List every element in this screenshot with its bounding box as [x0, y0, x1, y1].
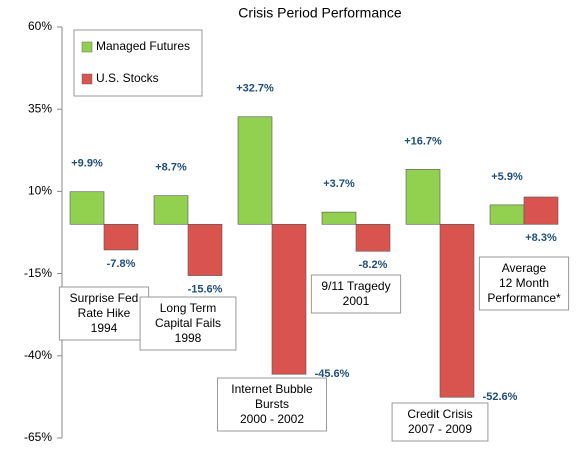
- bar: [187, 223, 223, 276]
- y-tick-label: -65%: [24, 430, 52, 444]
- bar: [271, 223, 307, 375]
- value-label: +5.9%: [491, 171, 523, 183]
- category-box: [391, 402, 489, 442]
- bar: [489, 204, 525, 225]
- category-label: 12 Month: [499, 276, 549, 290]
- category-label: 1998: [175, 331, 202, 345]
- value-label: -15.6%: [188, 283, 223, 295]
- y-tick-label: 35%: [28, 101, 52, 115]
- category-label: Average: [502, 261, 547, 275]
- y-tick-label: 10%: [28, 184, 52, 198]
- legend-label: Managed Futures: [96, 39, 190, 53]
- bar: [153, 195, 189, 225]
- value-label: +8.3%: [525, 232, 557, 244]
- value-label: -52.6%: [483, 391, 518, 403]
- category-label: 9/11 Tragedy: [321, 279, 390, 293]
- value-label: -7.8%: [107, 258, 136, 270]
- bar: [355, 223, 391, 252]
- bar: [237, 116, 273, 225]
- category-label: Credit Crisis: [407, 407, 472, 421]
- legend-swatch: [81, 73, 93, 85]
- bar: [439, 223, 475, 398]
- category-label: Capital Fails: [155, 316, 221, 330]
- category-label: Performance*: [487, 291, 561, 305]
- category-label: 1994: [91, 321, 118, 335]
- value-label: +3.7%: [323, 178, 355, 190]
- category-label: Long Term: [160, 301, 216, 315]
- category-label: Rate Hike: [78, 306, 131, 320]
- bar: [69, 191, 105, 225]
- legend-box: [73, 29, 203, 97]
- bar: [321, 211, 357, 225]
- value-label: +32.7%: [236, 83, 274, 95]
- bar: [103, 223, 139, 251]
- category-box: [139, 296, 237, 351]
- value-label: +8.7%: [155, 162, 187, 174]
- legend-swatch: [81, 41, 93, 53]
- y-tick-label: -15%: [24, 266, 52, 280]
- category-label: Surprise Fed: [70, 291, 139, 305]
- y-tick-label: -40%: [24, 348, 52, 362]
- category-label: 2007 - 2009: [408, 422, 472, 436]
- value-label: +9.9%: [71, 158, 103, 170]
- category-box: [217, 377, 327, 432]
- value-label: -8.2%: [359, 259, 388, 271]
- bar: [523, 196, 559, 225]
- y-tick-label: 60%: [28, 19, 52, 33]
- category-box: [58, 286, 150, 341]
- category-label: 2000 - 2002: [240, 412, 304, 426]
- category-box: [478, 256, 570, 311]
- chart-title: Crisis Period Performance: [238, 5, 402, 21]
- value-label: -45.6%: [315, 368, 350, 380]
- value-label: +16.7%: [404, 135, 442, 147]
- legend-label: U.S. Stocks: [96, 71, 159, 85]
- category-label: Internet Bubble: [231, 382, 313, 396]
- bar: [405, 169, 441, 225]
- category-label: 2001: [343, 294, 370, 308]
- category-box: [310, 274, 402, 314]
- category-label: Bursts: [255, 397, 289, 411]
